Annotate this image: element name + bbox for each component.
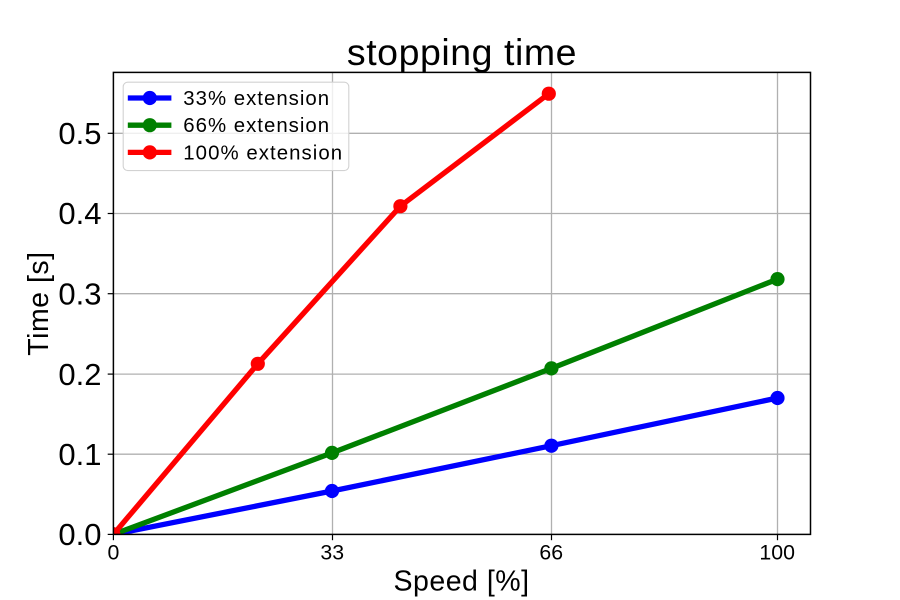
svg-text:0.5: 0.5 <box>58 116 101 151</box>
svg-text:66% extension: 66% extension <box>183 115 330 137</box>
svg-text:33% extension: 33% extension <box>183 88 330 110</box>
svg-text:100% extension: 100% extension <box>183 142 343 164</box>
svg-text:0.3: 0.3 <box>58 276 101 311</box>
svg-text:33: 33 <box>320 541 344 565</box>
svg-text:66: 66 <box>539 541 563 565</box>
svg-text:Speed [%]: Speed [%] <box>393 565 529 597</box>
svg-text:stopping time: stopping time <box>347 31 577 73</box>
svg-text:0.2: 0.2 <box>58 357 101 392</box>
svg-text:0.1: 0.1 <box>58 437 101 472</box>
svg-text:0: 0 <box>107 541 119 565</box>
svg-text:0.0: 0.0 <box>58 517 101 552</box>
svg-text:Time [s]: Time [s] <box>23 251 55 355</box>
svg-text:100: 100 <box>759 541 795 565</box>
svg-text:0.4: 0.4 <box>58 196 101 231</box>
